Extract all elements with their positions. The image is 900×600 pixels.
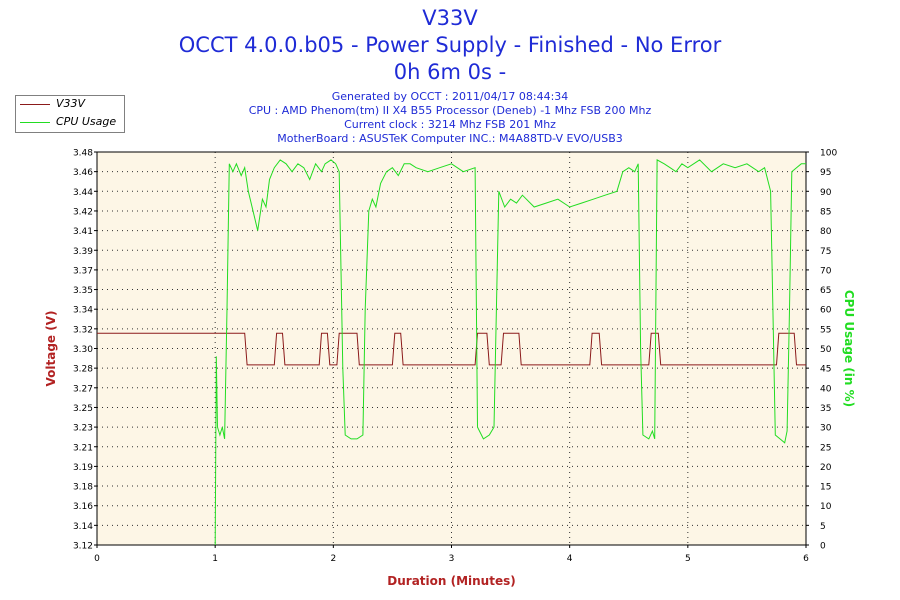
info-clock: Current clock : 3214 Mhz FSB 201 Mhz — [344, 118, 556, 131]
y-right-tick-label: 95 — [820, 168, 831, 178]
chart-duration: 0h 6m 0s - — [393, 60, 507, 84]
y-axis-label-right: CPU Usage (in %) — [842, 290, 856, 407]
y-left-tick-label: 3.23 — [73, 424, 93, 434]
y-right-tick-label: 35 — [820, 404, 831, 414]
y-left-tick-label: 3.25 — [73, 404, 93, 414]
y-right-tick-label: 70 — [820, 266, 832, 276]
y-right-tick-label: 15 — [820, 483, 831, 493]
y-left-tick-label: 3.27 — [73, 384, 93, 394]
x-tick-label: 3 — [449, 554, 455, 564]
y-left-tick-label: 3.41 — [73, 227, 93, 237]
y-left-tick-label: 3.19 — [73, 463, 93, 473]
y-left-tick-label: 3.21 — [73, 443, 93, 453]
y-right-tick-label: 40 — [820, 384, 832, 394]
info-generated: Generated by OCCT : 2011/04/17 08:44:34 — [331, 90, 569, 103]
ticks: 3.12 03.14 53.16 103.18 153.19 203.21 253.23 30… — [73, 149, 837, 565]
y-left-tick-label: 3.37 — [73, 266, 93, 276]
legend-label-v33v: V33V — [56, 97, 86, 110]
chart-title: V33V — [422, 6, 478, 30]
x-tick-label: 4 — [567, 554, 573, 564]
y-right-tick-label: 90 — [820, 188, 832, 198]
y-left-tick-label: 3.30 — [73, 345, 93, 355]
grid — [97, 152, 806, 545]
y-left-tick-label: 3.44 — [73, 188, 93, 198]
y-left-tick-label: 3.18 — [73, 483, 93, 493]
legend-item-v33v: V33V — [16, 96, 124, 113]
y-right-tick-label: 50 — [820, 345, 832, 355]
info-cpu: CPU : AMD Phenom(tm) II X4 B55 Processor… — [248, 104, 652, 117]
y-right-tick-label: 0 — [820, 542, 826, 552]
y-left-tick-label: 3.39 — [73, 247, 93, 257]
y-right-tick-label: 25 — [820, 443, 831, 453]
y-right-tick-label: 100 — [820, 149, 837, 159]
y-right-tick-label: 55 — [820, 325, 831, 335]
x-tick-label: 1 — [212, 554, 218, 564]
legend-swatch-cpu-usage — [20, 122, 50, 123]
y-right-tick-label: 60 — [820, 306, 832, 316]
x-tick-label: 6 — [803, 554, 809, 564]
y-left-tick-label: 3.46 — [73, 168, 93, 178]
y-left-tick-label: 3.28 — [73, 365, 93, 375]
y-left-tick-label: 3.14 — [73, 522, 93, 532]
y-left-tick-label: 3.12 — [73, 542, 93, 552]
legend-label-cpu-usage: CPU Usage — [56, 115, 117, 128]
series — [97, 159, 806, 546]
y-right-tick-label: 85 — [820, 207, 831, 217]
y-right-tick-label: 20 — [820, 463, 832, 473]
y-right-tick-label: 75 — [820, 247, 831, 257]
series-line-cpu-usage — [214, 159, 806, 546]
y-right-tick-label: 45 — [820, 365, 831, 375]
legend: V33V CPU Usage — [15, 95, 125, 133]
chart-subtitle: OCCT 4.0.0.b05 - Power Supply - Finished… — [178, 33, 722, 57]
y-left-tick-label: 3.42 — [73, 207, 93, 217]
y-right-tick-label: 80 — [820, 227, 832, 237]
y-axis-label-left: Voltage (V) — [44, 311, 58, 387]
y-right-tick-label: 10 — [820, 502, 832, 512]
y-left-tick-label: 3.35 — [73, 286, 93, 296]
x-tick-label: 0 — [94, 554, 100, 564]
y-right-tick-label: 65 — [820, 286, 831, 296]
plot-area — [97, 152, 806, 545]
y-right-tick-label: 30 — [820, 424, 832, 434]
y-left-tick-label: 3.48 — [73, 149, 93, 159]
legend-item-cpu-usage: CPU Usage — [16, 114, 124, 131]
y-left-tick-label: 3.34 — [73, 306, 93, 316]
x-axis-label: Duration (Minutes) — [387, 574, 515, 588]
y-left-tick-label: 3.32 — [73, 325, 93, 335]
y-left-tick-label: 3.16 — [73, 502, 93, 512]
info-motherboard: MotherBoard : ASUSTeK Computer INC.: M4A… — [277, 132, 623, 145]
x-tick-label: 2 — [330, 554, 336, 564]
legend-swatch-v33v — [20, 104, 50, 105]
x-tick-label: 5 — [685, 554, 691, 564]
y-right-tick-label: 5 — [820, 522, 826, 532]
